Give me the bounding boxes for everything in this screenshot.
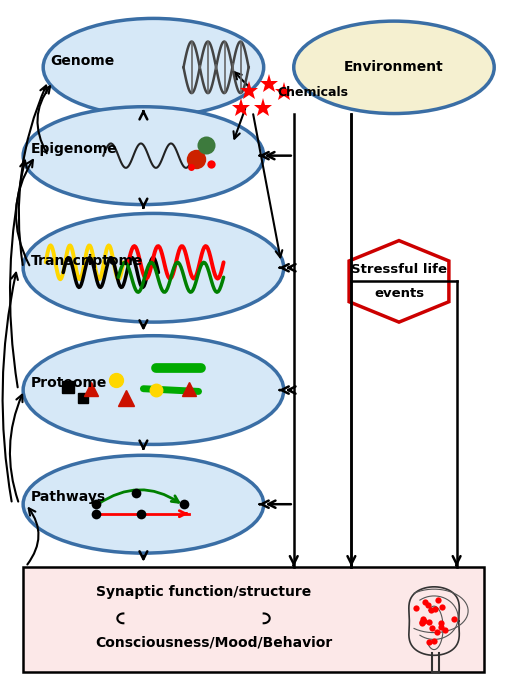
Text: Pathways: Pathways <box>30 490 106 504</box>
Ellipse shape <box>43 18 264 116</box>
Ellipse shape <box>294 21 494 114</box>
Text: Proteome: Proteome <box>30 376 107 390</box>
Text: Consciousness/Mood/Behavior: Consciousness/Mood/Behavior <box>95 636 332 650</box>
Text: Transcriptome: Transcriptome <box>30 254 143 268</box>
Text: Environment: Environment <box>344 60 444 75</box>
Text: events: events <box>374 287 424 300</box>
Ellipse shape <box>23 336 284 445</box>
Text: Epigenome: Epigenome <box>30 142 118 156</box>
FancyBboxPatch shape <box>23 566 484 672</box>
Ellipse shape <box>23 107 264 205</box>
Text: Chemicals: Chemicals <box>278 86 349 99</box>
Polygon shape <box>349 240 449 322</box>
Text: Stressful life: Stressful life <box>351 262 447 275</box>
Text: Synaptic function/structure: Synaptic function/structure <box>96 585 311 599</box>
Text: Genome: Genome <box>51 53 115 68</box>
Ellipse shape <box>23 456 264 553</box>
Ellipse shape <box>23 214 284 322</box>
